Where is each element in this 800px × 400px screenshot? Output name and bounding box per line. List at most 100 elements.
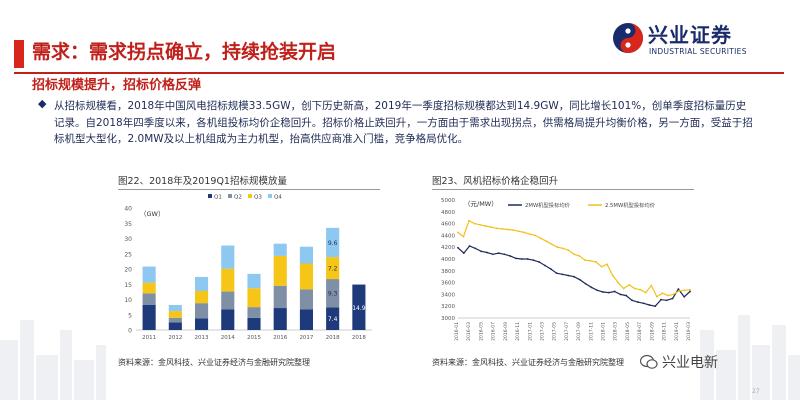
data-point <box>642 302 645 305</box>
bar-segment <box>273 308 287 330</box>
data-point <box>607 291 610 294</box>
caption-rule-right <box>432 189 694 190</box>
bar-segment <box>168 311 182 318</box>
x-tick-label: 2014 <box>221 335 235 341</box>
data-point <box>644 291 647 294</box>
watermark-text: 兴业电新 <box>662 355 718 371</box>
y-tick-label: 3200 <box>441 304 455 310</box>
bullet-diamond-icon: ◆ <box>38 97 47 110</box>
data-point <box>468 219 470 222</box>
x-tick-label: 2016-11 <box>515 322 521 341</box>
data-point <box>665 299 668 302</box>
data-point <box>689 290 691 293</box>
x-tick-label: 2017 <box>299 335 313 341</box>
bar-segment <box>221 268 235 292</box>
y-tick-label: 4200 <box>441 245 455 251</box>
y-tick-label: 35 <box>124 221 132 228</box>
data-point <box>509 255 512 257</box>
data-point <box>523 231 526 234</box>
bar-segment <box>195 290 209 304</box>
y-tick-label: 4800 <box>441 210 455 216</box>
data-point <box>650 284 653 287</box>
figure-caption-left: 图22、2018年及2019Q1招标规模放量 <box>118 176 287 187</box>
bar-segment <box>326 307 340 330</box>
data-point <box>517 230 520 233</box>
data-point <box>672 293 675 296</box>
bar-segment <box>247 307 261 318</box>
bar-segment <box>168 322 182 330</box>
y-tick-label: 0 <box>128 328 132 335</box>
bar-segment <box>326 257 340 280</box>
x-tick-label: 2017-11 <box>588 322 594 341</box>
data-point <box>497 252 500 254</box>
x-tick-label: 2015 <box>247 335 261 341</box>
x-tick-label: 2019-01 <box>674 322 680 341</box>
data-point <box>578 278 581 281</box>
data-point <box>683 289 686 292</box>
data-point <box>667 294 669 297</box>
y-tick-label: 30 <box>124 236 132 243</box>
data-point <box>611 274 614 277</box>
y-tick-label: 3600 <box>441 281 455 287</box>
data-point <box>544 264 546 267</box>
data-point <box>462 252 465 254</box>
x-tick-label: 2018 <box>326 335 340 341</box>
data-point <box>661 292 664 295</box>
data-point <box>628 284 631 286</box>
x-tick-label: 2017-07 <box>564 322 570 341</box>
bar-segment <box>273 243 287 256</box>
y-tick-label: 5000 <box>441 198 455 204</box>
bar-segment <box>142 304 156 330</box>
data-point <box>689 288 691 291</box>
bar-segment <box>299 309 313 330</box>
y-tick-label: 4400 <box>441 233 455 239</box>
data-point <box>520 258 523 260</box>
city-skyline-background <box>0 315 800 400</box>
wechat-icon <box>640 354 658 369</box>
legend-swatch <box>208 194 212 198</box>
slide-title: 需求：需求拐点确立，持续抢装开启 <box>32 41 337 63</box>
bar-segment <box>142 282 156 294</box>
x-tick-label: 2018 <box>352 335 366 341</box>
data-point <box>589 259 592 262</box>
x-tick-label: 2013 <box>195 335 209 341</box>
data-point <box>613 290 616 293</box>
x-tick-label: 2016-05 <box>478 322 484 341</box>
data-point <box>567 274 570 277</box>
data-point <box>506 228 509 231</box>
bar-segment <box>299 246 313 264</box>
data-label: 9.6 <box>328 240 338 247</box>
data-point <box>636 301 639 303</box>
data-point <box>578 255 581 257</box>
bar-segment <box>299 263 313 290</box>
data-point <box>549 268 552 270</box>
bullet-paragraph: 从招标规模看，2018年中国风电招标规模33.5GW，创下历史新高，2019年一… <box>54 100 753 145</box>
series-line <box>457 219 691 298</box>
data-point <box>602 291 604 293</box>
data-point <box>584 259 586 262</box>
data-point <box>639 288 642 291</box>
data-point <box>479 223 481 226</box>
x-tick-label: 2018-11 <box>662 322 668 341</box>
x-tick-label: 2018-07 <box>637 322 643 341</box>
x-tick-label: 2016-09 <box>503 322 509 341</box>
data-point <box>660 298 662 301</box>
bar-segment <box>299 289 313 310</box>
data-label: 14.9 <box>352 305 366 312</box>
x-tick-label: 2017-05 <box>552 322 558 341</box>
x-tick-label: 2017-03 <box>539 322 545 341</box>
logo-name-cn: 兴业证券 <box>648 23 732 47</box>
unit-label: （元/MW） <box>464 200 498 208</box>
x-tick-label: 2018-01 <box>601 322 607 341</box>
bid-volume-bar-chart: 0 5 10 15 20 25 30 35 40 （GW） Q1 Q2 Q3 Q4 2011 2012 2013… <box>124 194 372 341</box>
y-tick-label: 3400 <box>441 292 455 298</box>
data-point <box>474 247 477 250</box>
data-point <box>468 245 471 247</box>
data-point <box>625 294 628 297</box>
data-label: 7.4 <box>328 316 338 323</box>
bar-segment <box>247 273 261 289</box>
y-tick-label: 40 <box>124 206 132 213</box>
x-tick-label: 2017-01 <box>527 322 533 341</box>
data-point <box>648 304 651 306</box>
y-tick-label: 5 <box>128 312 132 319</box>
